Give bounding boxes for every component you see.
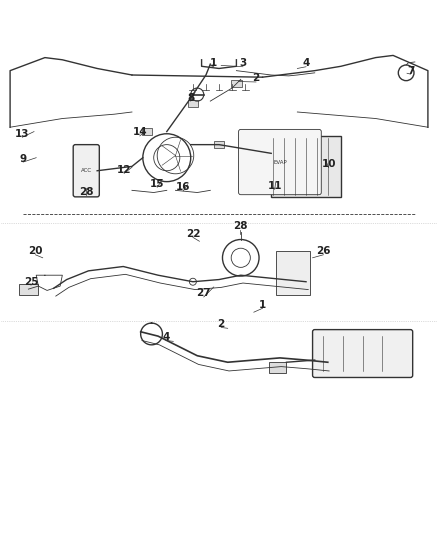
FancyBboxPatch shape — [73, 144, 99, 197]
Text: EVAP: EVAP — [273, 159, 287, 165]
FancyBboxPatch shape — [313, 329, 413, 377]
Bar — [276, 251, 311, 295]
Text: 20: 20 — [28, 246, 42, 256]
Bar — [19, 284, 39, 295]
Text: 28: 28 — [79, 187, 93, 197]
Text: 4: 4 — [302, 58, 310, 68]
Text: 25: 25 — [24, 277, 38, 287]
Text: 2: 2 — [252, 74, 260, 84]
Text: 26: 26 — [316, 246, 331, 256]
Bar — [187, 100, 198, 107]
FancyBboxPatch shape — [239, 130, 321, 195]
Bar — [269, 362, 286, 373]
Text: 9: 9 — [20, 154, 27, 164]
Bar — [271, 136, 341, 197]
Text: 28: 28 — [233, 221, 247, 231]
Bar — [142, 128, 152, 135]
Text: 1: 1 — [210, 58, 217, 68]
Text: 3: 3 — [239, 58, 247, 68]
Text: 11: 11 — [268, 181, 282, 191]
Text: 12: 12 — [117, 165, 131, 175]
Text: 14: 14 — [132, 127, 147, 138]
Text: 16: 16 — [176, 182, 191, 192]
Text: 27: 27 — [197, 288, 211, 298]
Text: 2: 2 — [218, 319, 225, 329]
Bar — [231, 80, 242, 87]
Text: 1: 1 — [259, 300, 266, 310]
Text: 22: 22 — [186, 229, 200, 239]
Bar — [214, 141, 224, 148]
Text: 13: 13 — [15, 129, 29, 139]
Text: 4: 4 — [162, 332, 170, 342]
Text: 7: 7 — [407, 66, 414, 76]
Text: 10: 10 — [321, 159, 336, 169]
Text: ACC: ACC — [81, 168, 92, 173]
Text: 15: 15 — [150, 179, 164, 189]
Text: 8: 8 — [187, 93, 194, 103]
